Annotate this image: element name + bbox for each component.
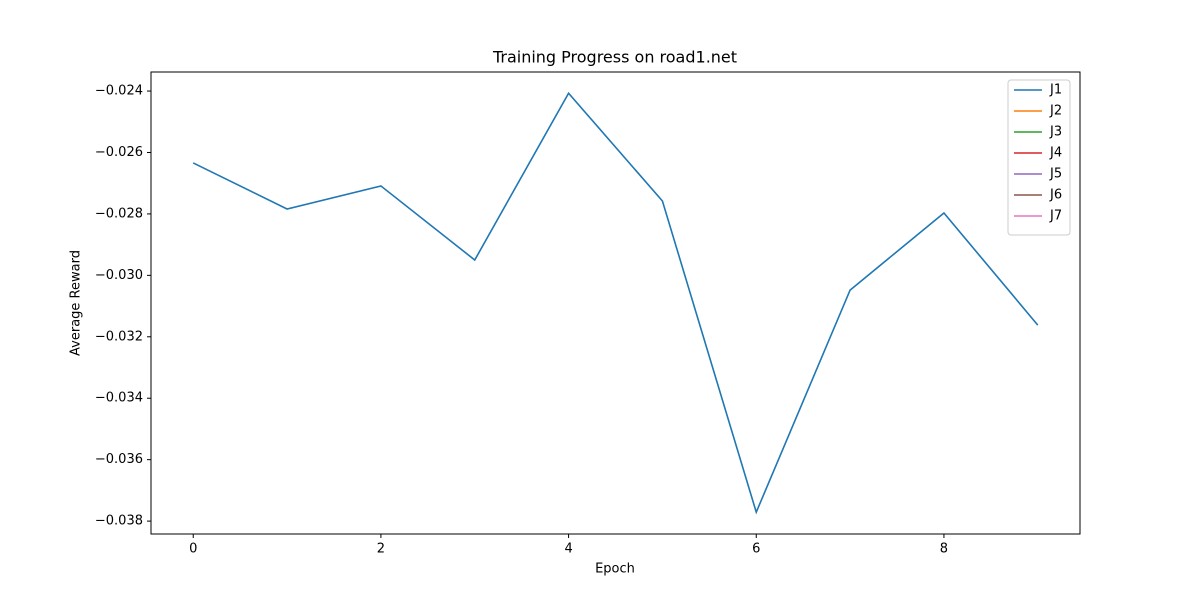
x-tick-label: 0 xyxy=(189,542,197,557)
legend-label: J7 xyxy=(1049,209,1062,224)
chart-title: Training Progress on road1.net xyxy=(492,48,737,67)
y-tick-label: −0.034 xyxy=(95,391,143,406)
x-tick-label: 6 xyxy=(752,542,760,557)
y-tick-label: −0.036 xyxy=(95,452,143,467)
y-tick-label: −0.026 xyxy=(95,145,143,160)
y-tick-label: −0.024 xyxy=(95,84,143,99)
plot-frame xyxy=(150,71,1081,535)
y-tick-label: −0.032 xyxy=(95,329,143,344)
series-line xyxy=(192,91,1039,515)
y-axis-label: Average Reward xyxy=(69,250,84,356)
x-tick-label: 2 xyxy=(377,542,385,557)
legend-label: J2 xyxy=(1049,104,1062,119)
y-tick-label: −0.028 xyxy=(95,206,143,221)
y-tick-label: −0.038 xyxy=(95,514,143,529)
y-tick-label: −0.030 xyxy=(95,268,143,283)
x-axis-label: Epoch xyxy=(595,562,635,577)
legend-box xyxy=(1007,79,1071,236)
x-tick-label: 8 xyxy=(940,542,948,557)
legend-label: J4 xyxy=(1049,146,1062,161)
x-tick-label: 4 xyxy=(564,542,572,557)
legend-label: J5 xyxy=(1049,167,1062,182)
legend-label: J1 xyxy=(1049,83,1062,98)
legend-label: J6 xyxy=(1049,188,1062,203)
legend-label: J3 xyxy=(1049,125,1062,140)
